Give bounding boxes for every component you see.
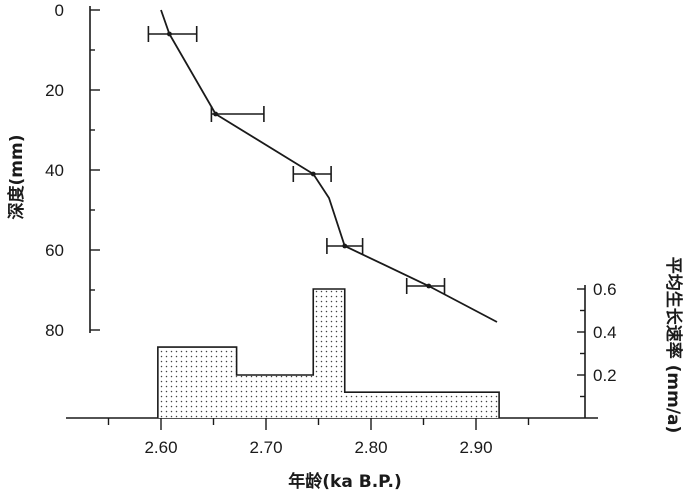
error-bar: [210, 106, 265, 122]
rate-bar: [344, 392, 500, 418]
error-bar: [326, 238, 364, 254]
age-tick-label: 2.60: [144, 438, 177, 457]
depth-axis-title: 深度(mm): [6, 135, 27, 220]
age-tick-label: 2.70: [249, 438, 282, 457]
age-tick-label: 2.80: [354, 438, 387, 457]
data-point: [310, 171, 316, 177]
error-bar: [292, 166, 332, 182]
error-bar: [147, 26, 198, 42]
depth-tick-label: 60: [45, 241, 64, 260]
rate-tick-label: 0.6: [593, 280, 617, 299]
data-point: [167, 31, 172, 37]
depth-tick-label: 20: [45, 81, 64, 100]
age-tick-label: 2.90: [459, 438, 492, 457]
rate-tick-label: 0.2: [593, 366, 617, 385]
age-axis-title: 年龄(ka B.P.): [288, 471, 401, 492]
rate-bar: [313, 289, 345, 418]
depth-tick-label: 0: [55, 1, 64, 20]
rate-axis-title: 平均生长速率 (mm/a): [663, 257, 684, 434]
depth-tick-label: 40: [45, 161, 64, 180]
rate-tick-label: 0.4: [593, 323, 617, 342]
rate-axis-title-group: 平均生长速率 (mm/a): [663, 257, 684, 434]
data-point: [213, 111, 219, 117]
rate-bar: [236, 375, 314, 418]
depth-tick-label: 80: [45, 321, 64, 340]
rate-bar: [157, 347, 237, 418]
age-depth-line: [160, 9, 498, 323]
data-point: [426, 283, 432, 289]
error-bar: [405, 278, 446, 294]
rate-step-outline: [157, 288, 500, 418]
data-point: [342, 243, 348, 249]
